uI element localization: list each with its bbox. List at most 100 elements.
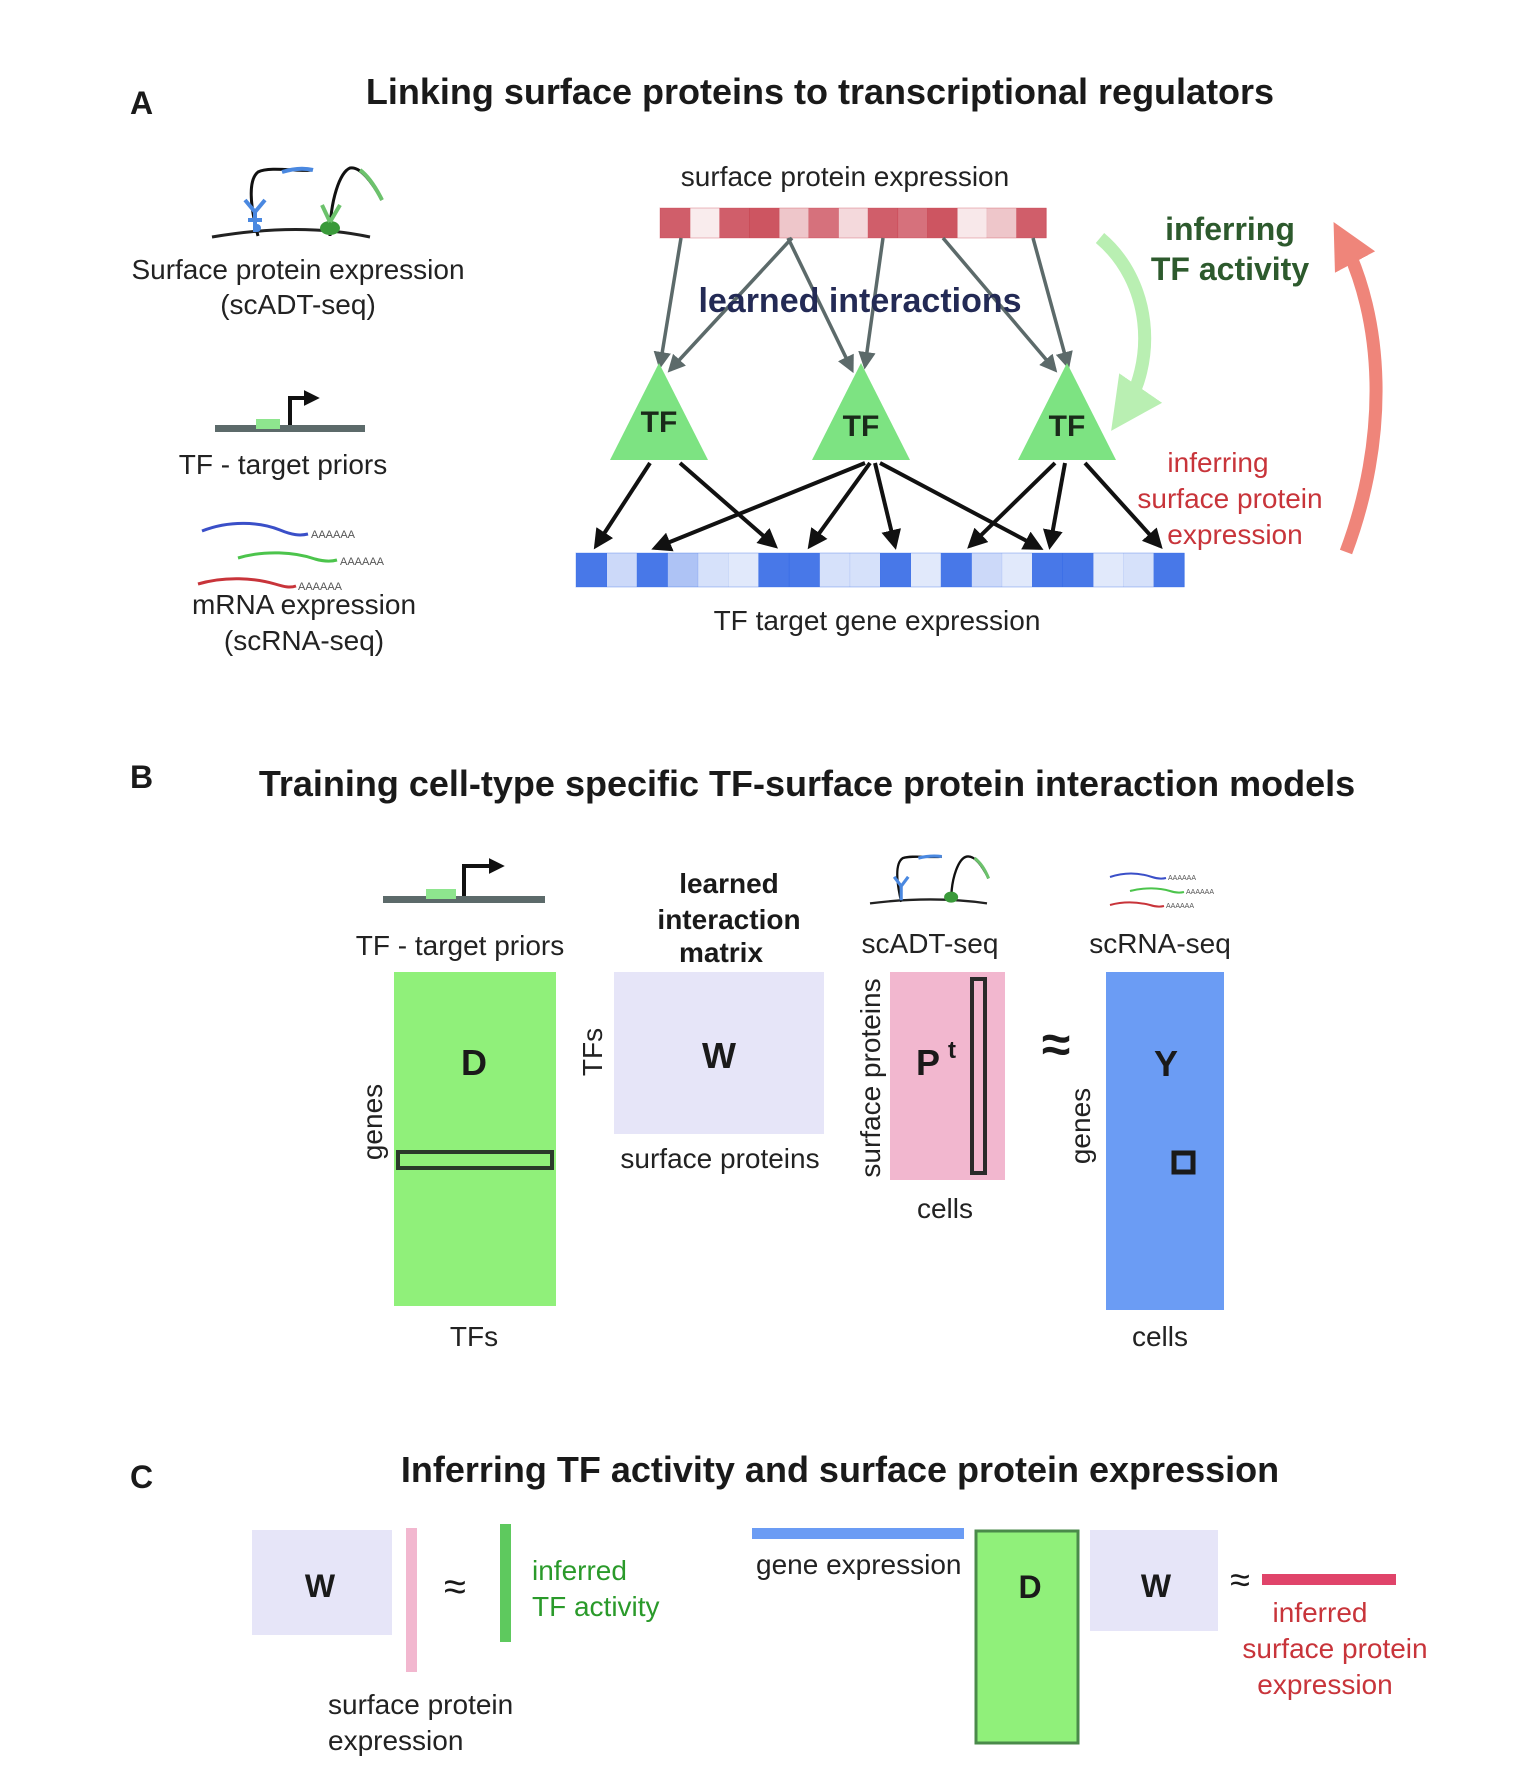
inferred-surface-protein-line1: inferred (1273, 1597, 1368, 1628)
surface-protein-bar-cell-10 (927, 208, 958, 238)
mrna-label-line1: mRNA expression (192, 589, 416, 620)
matrix-d-c (974, 1529, 1080, 1745)
matrix-p-label: P (916, 1042, 940, 1083)
matrix-y (1106, 972, 1224, 1310)
poly-a-b1: AAAAAA (1168, 875, 1196, 882)
panel-b-title: Training cell-type specific TF-surface p… (259, 763, 1355, 804)
target-gene-bar-cell-10 (849, 553, 881, 587)
surface-protein-expression-label: surface protein expression (681, 161, 1009, 192)
matrix-d-genes-label: genes (357, 1084, 388, 1160)
gene-promoter-icon (215, 390, 365, 432)
surface-protein-bar-cell-3 (719, 208, 750, 238)
adt-label-line1: Surface protein expression (131, 254, 464, 285)
matrix-w-c-right-label: W (1141, 1568, 1172, 1604)
target-gene-bar-cell-16 (1032, 553, 1063, 587)
matrix-y-entry-highlight (1171, 1150, 1196, 1175)
surface-protein-bar-cell-1 (660, 208, 691, 238)
target-gene-bar-cell-18 (1092, 553, 1124, 587)
approx-symbol-c2: ≈ (1230, 1559, 1250, 1600)
target-gene-bar-cell-6 (728, 553, 759, 587)
target-gene-bar-cell-1 (576, 553, 607, 587)
matrix-w-c-left (252, 1530, 392, 1635)
target-gene-expression-label: TF target gene expression (714, 605, 1041, 636)
surface-protein-bar-cell-2 (689, 208, 720, 238)
priors-icon (383, 858, 545, 903)
matrix-p-surface-proteins-label: surface proteins (855, 978, 886, 1177)
target-gene-bar-cell-14 (971, 553, 1003, 587)
target-gene-bar-cell-12 (910, 553, 942, 587)
tf-node-3-label: TF (1049, 410, 1086, 443)
surface-protein-bar-cell-7 (838, 208, 869, 238)
target-gene-bar-cell-8 (788, 553, 820, 587)
scadt-label: scADT-seq (862, 928, 999, 959)
matrix-p-transpose: t (948, 1037, 956, 1064)
matrix-d (394, 972, 556, 1306)
target-gene-bar-cell-13 (940, 553, 972, 587)
surface-protein-bar-cell-13 (1016, 208, 1047, 238)
gene-expression-label: gene expression (756, 1549, 961, 1580)
tf-node-3: TF (1018, 363, 1116, 460)
surface-protein-bar-cell-9 (897, 208, 928, 238)
matrix-w-c-left-label: W (305, 1568, 336, 1604)
matrix-d-tfs-label: TFs (450, 1321, 498, 1352)
tf-target-gene-expression-bar (575, 552, 1185, 588)
panel-a-letter: A (130, 85, 153, 121)
infer-surface-protein-arrow (1333, 221, 1383, 555)
surface-protein-bar-cell-4 (749, 208, 780, 238)
scrna-label: scRNA-seq (1089, 928, 1231, 959)
tf-node-2: TF (812, 363, 910, 460)
target-gene-bar-cell-9 (819, 553, 851, 587)
matrix-w (614, 972, 824, 1134)
target-gene-bar-cell-17 (1062, 553, 1094, 587)
surface-protein-bar-cell-8 (867, 208, 899, 238)
target-gene-bar-cell-15 (1001, 553, 1033, 587)
approx-symbol-b: ≈ (1042, 1016, 1071, 1074)
inferred-tf-activity-line2: TF activity (532, 1591, 660, 1622)
target-gene-bar-cell-19 (1123, 553, 1155, 587)
tf-node-1: TF (610, 363, 708, 460)
surface-protein-bar-outline (659, 207, 1047, 239)
tf-target-arrows (593, 461, 1163, 552)
inferred-surface-protein-line3: expression (1257, 1669, 1392, 1700)
poly-a-b3: AAAAAA (1166, 903, 1194, 910)
antibody-icon (211, 166, 384, 239)
matrix-d-c-label: D (1018, 1569, 1041, 1605)
panel-c: C Inferring TF activity and surface prot… (130, 1449, 1428, 1756)
panel-b: B Training cell-type specific TF-surface… (130, 759, 1355, 1352)
matrix-p-column-highlight (970, 977, 987, 1175)
inferring-tf-activity-line1: inferring (1165, 211, 1295, 247)
infer-tf-activity-arrow (1095, 233, 1163, 431)
matrix-w-label: W (702, 1035, 736, 1076)
target-gene-bar-outline (575, 552, 1185, 588)
panel-c-title: Inferring TF activity and surface protei… (401, 1449, 1279, 1490)
inferring-tf-activity-line2: TF activity (1151, 251, 1309, 287)
target-gene-bar-cell-20 (1153, 553, 1185, 587)
panel-a-title: Linking surface proteins to transcriptio… (366, 71, 1274, 112)
mrna-icon: AAAAAA AAAAAA AAAAAA (197, 521, 385, 593)
panel-a: A Linking surface proteins to transcript… (130, 71, 1383, 656)
inferred-surface-protein-line2: surface protein (1242, 1633, 1427, 1664)
matrix-d-label: D (461, 1042, 487, 1083)
surface-protein-expression-bar (659, 207, 1047, 239)
target-gene-bar-cell-2 (606, 553, 638, 587)
panel-b-letter: B (130, 759, 153, 795)
matrix-y-cells-label: cells (1132, 1321, 1188, 1352)
matrix-w-c-right (1090, 1530, 1218, 1631)
scrna-icon: AAAAAA AAAAAA AAAAAA (1109, 872, 1214, 910)
approx-symbol-c1: ≈ (444, 1565, 466, 1609)
w-heading-line1: learned (679, 868, 779, 899)
surface-protein-vector (406, 1528, 417, 1672)
panel-c-letter: C (130, 1459, 153, 1495)
inferred-surface-protein-vector (1262, 1574, 1396, 1585)
matrix-w-surface-proteins-label: surface proteins (620, 1143, 819, 1174)
matrix-y-genes-label: genes (1065, 1088, 1096, 1164)
tf-node-1-label: TF (641, 406, 678, 439)
prior-label: TF - target priors (179, 449, 387, 480)
surface-protein-bar-cell-11 (956, 208, 988, 238)
priors-label: TF - target priors (356, 930, 564, 961)
matrix-p-cells-label: cells (917, 1193, 973, 1224)
inferring-surface-protein-line3: expression (1167, 519, 1302, 550)
mrna-label-line2: (scRNA-seq) (224, 625, 384, 656)
poly-a-3: AAAAAA (298, 581, 343, 593)
inferring-surface-protein-line2: surface protein (1137, 483, 1322, 514)
